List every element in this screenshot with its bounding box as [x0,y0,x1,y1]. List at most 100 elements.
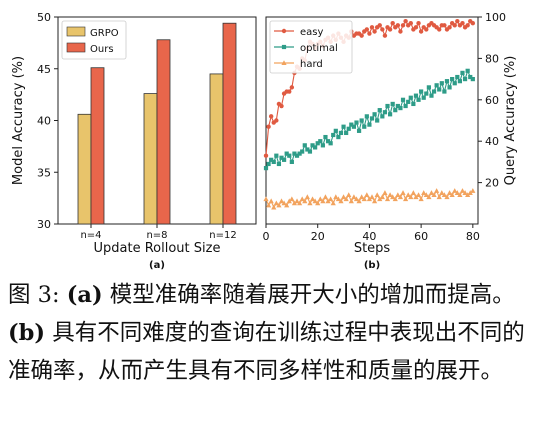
point-hard [307,200,313,206]
bar-grpo-n=8 [143,93,158,225]
point-hard [265,202,272,208]
point-easy [408,21,413,26]
point-optimal [465,68,470,73]
point-hard [459,188,466,193]
point-hard [400,190,406,195]
point-optimal [387,112,393,117]
point-hard [369,194,375,200]
panel-b-xtick-label: 20 [311,230,325,243]
point-hard [271,204,277,210]
point-optimal [442,89,447,94]
point-optimal [393,108,398,113]
point-optimal [468,74,473,80]
point-optimal [313,145,318,150]
point-easy [400,23,406,28]
point-optimal [419,89,424,94]
point-optimal [292,151,297,156]
point-optimal [429,93,434,98]
point-easy [268,114,274,119]
point-easy [263,153,269,158]
point-hard [415,192,422,198]
point-hard [452,188,458,193]
point-optimal [457,79,463,84]
point-hard [436,194,442,200]
point-hard [384,196,391,202]
point-optimal [362,124,367,129]
bar-grpo-n=12 [209,73,224,225]
point-optimal [344,130,349,136]
point-easy [287,89,292,94]
point-optimal [424,91,429,96]
point-easy [279,103,284,109]
point-hard [410,190,416,195]
point-optimal [333,128,338,133]
panel-a-ytick-label: 40 [37,115,51,128]
point-optimal [437,87,442,92]
point-optimal [325,139,331,144]
point-hard [457,192,463,198]
point-hard [330,200,336,206]
point-hard [387,192,393,198]
point-hard [333,194,339,200]
point-hard [423,192,429,198]
point-optimal [305,147,310,152]
point-optimal [289,159,294,164]
point-hard [338,198,344,204]
caption-part-b-label: (b) [8,320,46,346]
panel-a-ytick-label: 30 [37,218,51,231]
point-optimal [271,159,276,164]
point-hard [317,196,323,202]
point-hard [446,190,453,195]
panel-a-ylabel: Model Accuracy (%) [11,56,26,185]
point-hard [356,198,362,204]
point-hard [320,198,326,204]
panel-a-xtick-label: n=12 [209,230,236,241]
point-optimal [349,122,354,127]
bar-ours-n=4 [90,67,105,225]
point-hard [426,194,432,200]
point-optimal [447,85,452,90]
point-hard [322,194,329,200]
series-line-optimal [265,69,474,169]
point-easy [470,21,476,26]
point-optimal [300,149,305,154]
point-hard [470,188,476,193]
point-optimal [302,143,307,148]
panel-b-ytick-label: 60 [485,94,499,107]
point-easy [274,118,279,123]
panel-a-ytick-label: 45 [37,63,51,76]
point-hard [390,194,396,200]
point-optimal [462,77,468,82]
point-hard [351,194,357,200]
point-hard [289,196,295,202]
point-hard [428,190,435,195]
point-hard [444,194,450,200]
point-optimal [434,83,439,88]
point-optimal [338,130,344,136]
point-hard [462,190,468,195]
point-optimal [398,105,403,111]
point-easy [398,29,403,34]
caption-part-a-text: 模型准确率随着展开大小的增加而提高。 [109,282,515,308]
point-hard [467,190,473,195]
point-optimal [307,149,313,154]
point-easy [413,25,419,30]
point-optimal [377,108,382,113]
point-hard [434,188,440,193]
point-optimal [351,124,357,129]
point-optimal [318,139,323,144]
point-easy [377,23,382,28]
point-optimal [455,74,460,80]
legend-label-grpo: GRPO [90,28,119,39]
point-hard [346,192,352,198]
point-optimal [323,134,328,140]
point-hard [343,196,349,202]
point-optimal [395,103,400,109]
point-hard [353,196,360,202]
point-optimal [452,81,457,86]
point-hard [284,202,290,208]
point-optimal [367,122,372,127]
point-hard [273,200,279,206]
point-hard [268,198,274,204]
point-optimal [279,155,284,160]
